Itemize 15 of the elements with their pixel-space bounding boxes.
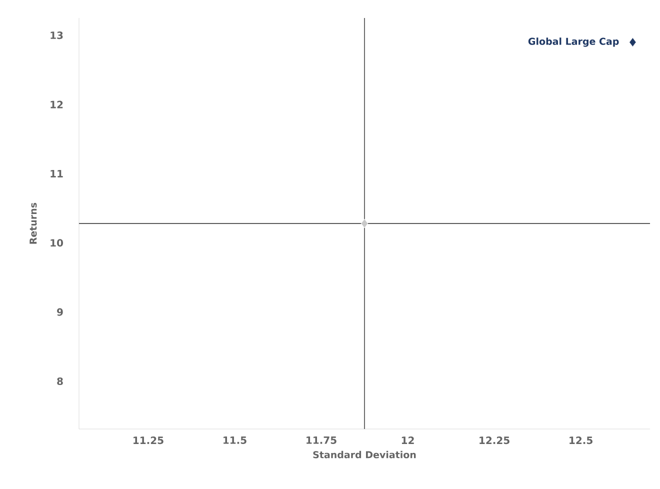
series-label: Global Large Cap [528, 38, 619, 47]
x-tick-label: 12.25 [480, 436, 510, 444]
y-tick-label: 13 [50, 32, 63, 40]
x-tick-label: 11.25 [134, 436, 164, 444]
x-tick-label: 12 [402, 436, 414, 444]
y-tick-label: 10 [50, 239, 64, 247]
y-tick-label: 9 [57, 308, 63, 316]
x-tick-label: 12.5 [570, 436, 592, 444]
y-tick-label: 8 [57, 377, 63, 386]
y-tick-label: 12 [50, 100, 63, 108]
x-tick-label: 11.75 [306, 436, 336, 444]
y-axis-title: Returns [30, 202, 37, 244]
y-tick-label: 11 [50, 170, 63, 178]
x-tick-label: 11.5 [224, 436, 246, 444]
x-axis-title: Standard Deviation [313, 450, 416, 458]
